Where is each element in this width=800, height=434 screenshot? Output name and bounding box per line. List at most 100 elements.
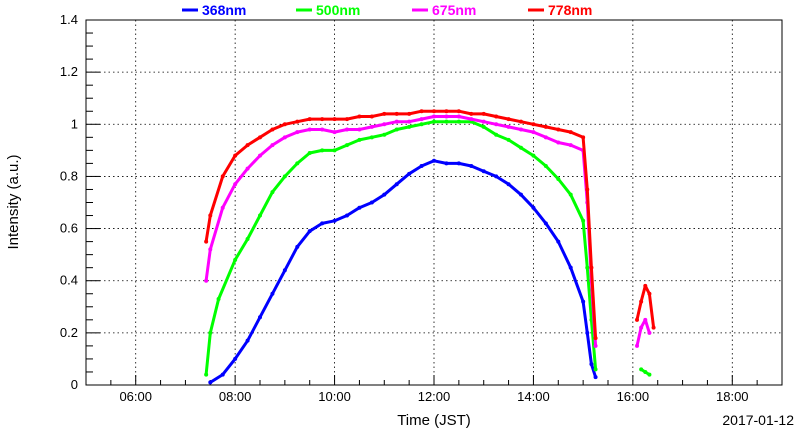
- data-point: [543, 124, 548, 129]
- y-tick-label: 0: [71, 377, 78, 392]
- data-point: [506, 124, 511, 129]
- data-point: [345, 117, 349, 122]
- data-point: [204, 239, 209, 244]
- data-point: [444, 119, 449, 124]
- data-point: [444, 114, 449, 119]
- data-point: [204, 372, 209, 377]
- series-368nm: [208, 158, 598, 385]
- data-point: [643, 283, 648, 288]
- x-tick-label: 12:00: [418, 389, 451, 404]
- data-point: [635, 343, 639, 348]
- data-point: [382, 111, 387, 116]
- data-point: [556, 140, 561, 145]
- data-point: [270, 291, 275, 296]
- data-point: [481, 124, 486, 129]
- x-tick-label: 08:00: [219, 389, 252, 404]
- data-point: [519, 127, 523, 132]
- y-axis-title: Intensity (a.u.): [5, 154, 22, 249]
- data-point: [419, 122, 424, 127]
- data-point: [568, 192, 573, 197]
- data-point: [382, 192, 387, 197]
- data-point: [568, 143, 573, 148]
- data-point: [643, 317, 648, 322]
- data-point: [432, 158, 436, 163]
- data-point: [369, 135, 374, 140]
- legend-label: 500nm: [316, 2, 360, 18]
- grid-lines: [86, 20, 782, 385]
- legend-label: 778nm: [548, 2, 592, 18]
- data-point: [543, 135, 548, 140]
- data-point: [233, 257, 238, 262]
- data-point: [647, 372, 652, 377]
- data-point: [589, 265, 594, 270]
- data-point: [531, 205, 536, 210]
- data-point: [494, 122, 499, 127]
- data-point: [419, 109, 424, 114]
- data-point: [643, 369, 648, 374]
- data-point: [307, 127, 312, 132]
- data-point: [456, 114, 461, 119]
- data-point: [593, 336, 598, 341]
- data-point: [220, 372, 225, 377]
- data-point: [651, 325, 656, 330]
- data-point: [233, 182, 238, 187]
- data-point: [581, 299, 586, 304]
- data-point: [531, 122, 536, 127]
- data-point: [519, 145, 523, 150]
- data-point: [585, 187, 590, 192]
- x-tick-label: 14:00: [517, 389, 550, 404]
- data-point: [345, 127, 349, 132]
- data-point: [647, 330, 652, 335]
- data-point: [407, 124, 412, 129]
- data-point: [639, 299, 644, 304]
- data-point: [407, 171, 412, 176]
- data-point: [456, 109, 461, 114]
- data-point: [245, 143, 250, 148]
- data-point: [307, 117, 312, 122]
- data-point: [481, 169, 486, 174]
- data-point: [444, 161, 449, 166]
- data-point: [585, 265, 590, 270]
- data-point: [568, 265, 573, 270]
- series-line: [208, 159, 598, 384]
- data-point: [208, 247, 213, 252]
- data-point: [432, 114, 436, 119]
- y-tick-label: 1: [71, 116, 78, 131]
- data-point: [556, 177, 561, 182]
- data-point: [543, 164, 548, 168]
- data-point: [432, 109, 436, 114]
- y-tick-label: 0.2: [60, 325, 78, 340]
- data-point: [369, 114, 374, 119]
- data-point: [469, 117, 474, 122]
- data-point: [543, 221, 548, 226]
- data-point: [481, 119, 486, 124]
- data-point: [394, 127, 399, 132]
- data-point: [233, 356, 238, 361]
- data-point: [332, 148, 337, 153]
- date-label: 2017-01-12: [722, 412, 794, 428]
- y-tick-label: 0.8: [60, 168, 78, 183]
- data-point: [519, 119, 523, 124]
- data-point: [282, 122, 287, 127]
- axis-ticks: 06:00 08:00 10:00 12:00 14:00 16:00 18:00 0 0.2 0…: [60, 12, 783, 404]
- data-point: [258, 315, 262, 320]
- data-point: [332, 218, 337, 223]
- data-point: [639, 325, 644, 330]
- data-point: [282, 174, 287, 179]
- legend-label: 368nm: [202, 2, 246, 18]
- data-point: [282, 135, 287, 140]
- y-tick-label: 1.2: [60, 64, 78, 79]
- data-point: [245, 166, 250, 171]
- data-point: [506, 182, 511, 187]
- data-point: [556, 239, 561, 244]
- data-point: [568, 130, 573, 135]
- data-point: [444, 109, 449, 114]
- data-point: [320, 148, 325, 153]
- data-point: [585, 330, 590, 335]
- data-point: [647, 291, 652, 296]
- data-point: [394, 119, 399, 124]
- data-point: [369, 200, 374, 205]
- data-point: [258, 153, 262, 158]
- data-point: [270, 143, 275, 148]
